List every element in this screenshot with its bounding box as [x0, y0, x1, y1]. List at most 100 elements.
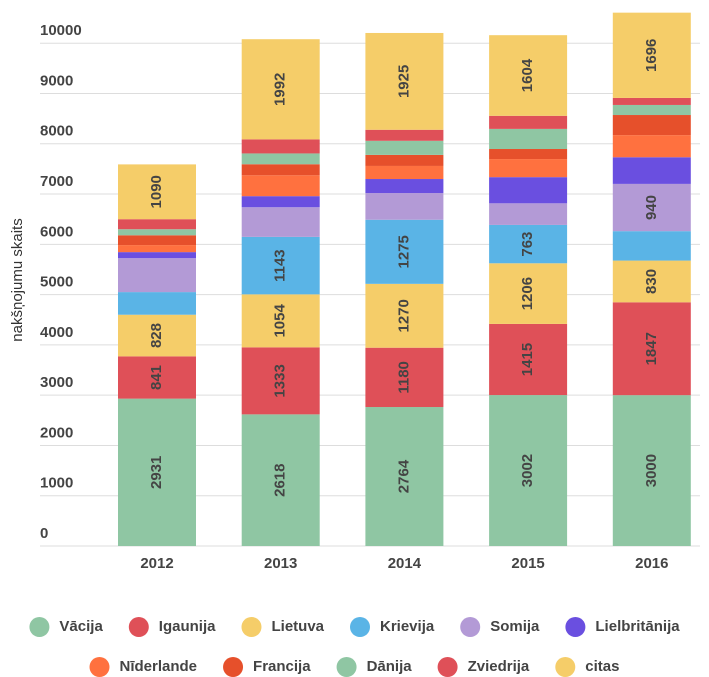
bar-segment [489, 263, 568, 324]
legend-label: Dānija [367, 658, 413, 675]
bar-segment [118, 164, 196, 220]
y-tick-label: 9000 [40, 72, 73, 89]
bar-segment [489, 159, 568, 178]
data-label: 1180 [395, 361, 412, 394]
y-tick-label: 8000 [40, 123, 73, 140]
data-label: 2931 [148, 456, 165, 489]
bar-segment [118, 219, 196, 230]
bar-segment [612, 104, 691, 116]
y-tick-label: 7000 [40, 173, 73, 190]
legend-label: Vācija [59, 618, 103, 635]
legend-label: Nīderlande [120, 658, 198, 675]
bar-segment [118, 245, 196, 253]
legend-swatch [437, 657, 458, 677]
data-label: 1847 [643, 332, 660, 365]
data-label: 1054 [272, 304, 289, 338]
data-label: 1090 [148, 175, 165, 208]
bar-segment [489, 323, 568, 396]
bar-segment [489, 149, 568, 160]
bar-segment [612, 157, 691, 184]
bar-segment [118, 252, 196, 259]
bar-segment [489, 203, 568, 225]
legend-swatch [128, 617, 149, 637]
bar-segment [241, 414, 320, 546]
bar-segment [118, 229, 196, 236]
data-label: 1143 [272, 249, 289, 282]
bar-segment [118, 258, 196, 293]
bar-segment [365, 129, 444, 141]
bar-segment [612, 97, 691, 105]
x-tick-label: 2014 [388, 555, 422, 572]
x-tick-label: 2012 [140, 555, 173, 572]
bar-segment [612, 395, 691, 546]
bar-segment [612, 231, 691, 261]
bar-segment [489, 115, 568, 129]
bar-segment [489, 35, 568, 116]
legend-swatch [29, 617, 50, 637]
bar-segment [365, 193, 444, 220]
legend-label: citas [585, 658, 619, 675]
data-label: 830 [643, 269, 660, 294]
bar-segment [365, 154, 444, 166]
legend-swatch [223, 657, 244, 677]
legend-swatch [565, 617, 586, 637]
y-tick-label: 1000 [40, 475, 73, 492]
x-tick-label: 2015 [511, 555, 544, 572]
y-tick-label: 3000 [40, 374, 73, 391]
bar-segment [241, 347, 320, 415]
bar-segment [612, 12, 691, 98]
data-label: 1333 [272, 364, 289, 397]
y-tick-label: 6000 [40, 223, 73, 240]
bar-segment [241, 207, 320, 237]
bar-segment [241, 39, 320, 140]
bar-segment [118, 292, 196, 315]
bar-segment [241, 196, 320, 208]
bar-segment [118, 314, 196, 357]
data-label: 940 [643, 195, 660, 220]
bar-segment [365, 347, 444, 408]
bar-segment [365, 140, 444, 155]
y-tick-label: 2000 [40, 424, 73, 441]
y-axis-label: nakšņojumu skaits [9, 218, 26, 341]
x-tick-label: 2013 [264, 555, 297, 572]
bar-segment [612, 260, 691, 303]
legend-label: Krievija [380, 618, 435, 635]
bar-segment [118, 235, 196, 246]
bar-segment [365, 283, 444, 348]
data-label: 1925 [395, 65, 412, 98]
data-label: 1992 [272, 73, 289, 106]
bar-segment [241, 164, 320, 176]
legend-label: Igaunija [159, 618, 216, 635]
y-tick-label: 0 [40, 525, 48, 542]
data-label: 1270 [395, 299, 412, 332]
legend-swatch [89, 657, 110, 677]
data-label: 2764 [395, 459, 412, 493]
bar-segment [365, 165, 444, 180]
data-label: 1275 [395, 235, 412, 268]
bar-segment [365, 219, 444, 284]
bar-segment [241, 153, 320, 165]
bar-segment [365, 179, 444, 194]
bar-segment [612, 135, 691, 158]
legend-swatch [350, 617, 370, 637]
bar-segment [489, 224, 568, 264]
legend-label: Somija [490, 618, 540, 635]
data-label: 1604 [519, 58, 536, 92]
bar-segment [612, 183, 691, 232]
data-label: 3000 [643, 454, 660, 487]
data-label: 1206 [519, 277, 536, 310]
legend-label: Lietuva [271, 618, 324, 635]
bar-segment [241, 294, 320, 348]
legend-swatch [336, 657, 357, 677]
legend-label: Francija [253, 658, 311, 675]
bar-segment [241, 139, 320, 154]
bar-segment [118, 356, 196, 399]
data-label: 1415 [519, 343, 536, 376]
data-label: 763 [519, 232, 536, 257]
y-tick-label: 4000 [40, 324, 73, 341]
data-label: 1696 [643, 39, 660, 72]
data-label: 841 [148, 365, 165, 390]
legend-label: Zviedrija [468, 658, 530, 675]
bar-segment [489, 395, 568, 546]
